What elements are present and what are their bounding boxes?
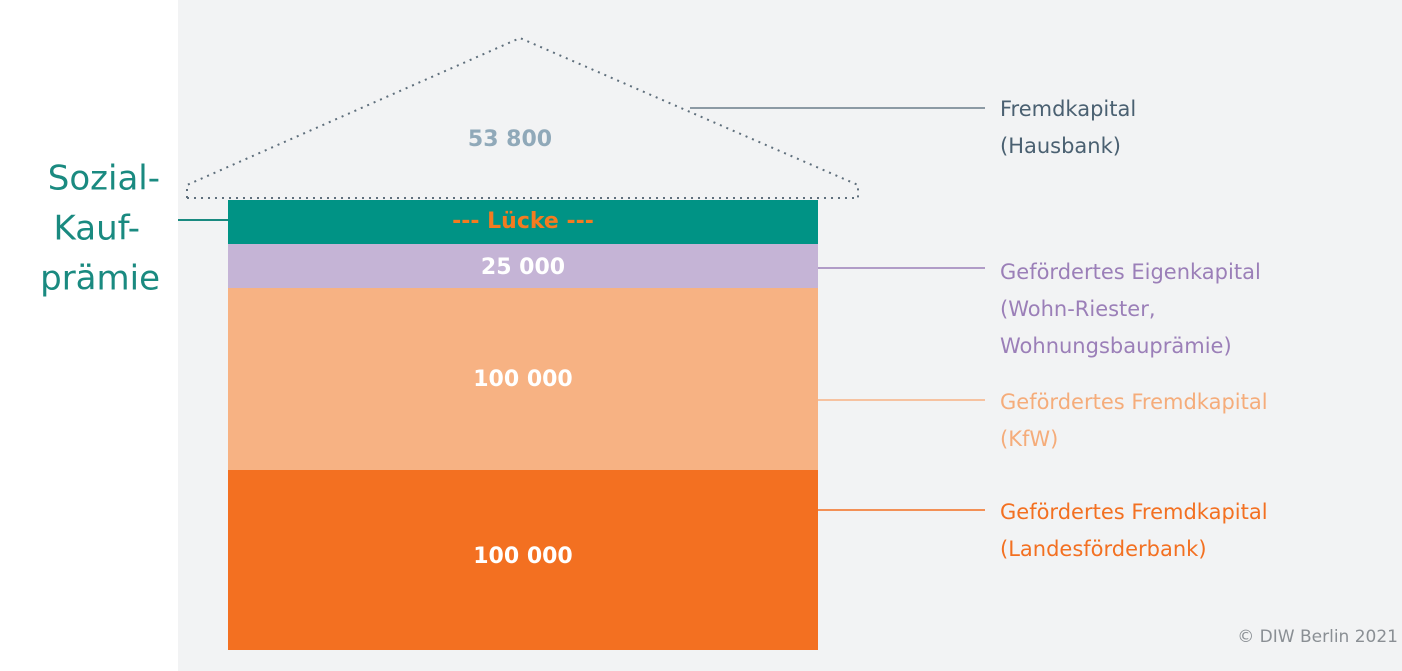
layer-value: 100 000 [473, 367, 573, 392]
legend-title: Gefördertes Fremdkapital [1000, 390, 1268, 414]
legend-line: (Hausbank) [1000, 134, 1121, 158]
layer-value: 25 000 [481, 255, 565, 280]
callout-text: Kauf- [54, 209, 140, 249]
roof-value: 53 800 [468, 127, 552, 152]
layer [228, 470, 818, 650]
roof-outline [186, 36, 859, 198]
legend-line: (KfW) [1000, 427, 1058, 451]
legend-line: (Landesförderbank) [1000, 537, 1207, 561]
callout-text: Sozial- [48, 159, 160, 199]
legend-line: Wohnungsbauprämie) [1000, 334, 1232, 358]
legend-title: Gefördertes Eigenkapital [1000, 260, 1261, 284]
callout-text: prämie [40, 259, 160, 299]
gap-label: --- Lücke --- [452, 209, 594, 234]
credit: © DIW Berlin 2021 [1237, 627, 1398, 647]
legend-line: (Wohn-Riester, [1000, 297, 1156, 321]
layer-value: 100 000 [473, 544, 573, 569]
layer-gap [228, 200, 818, 244]
layer [228, 288, 818, 470]
legend-title: Gefördertes Fremdkapital [1000, 500, 1268, 524]
legend-title: Fremdkapital [1000, 97, 1136, 121]
layer [228, 244, 818, 288]
